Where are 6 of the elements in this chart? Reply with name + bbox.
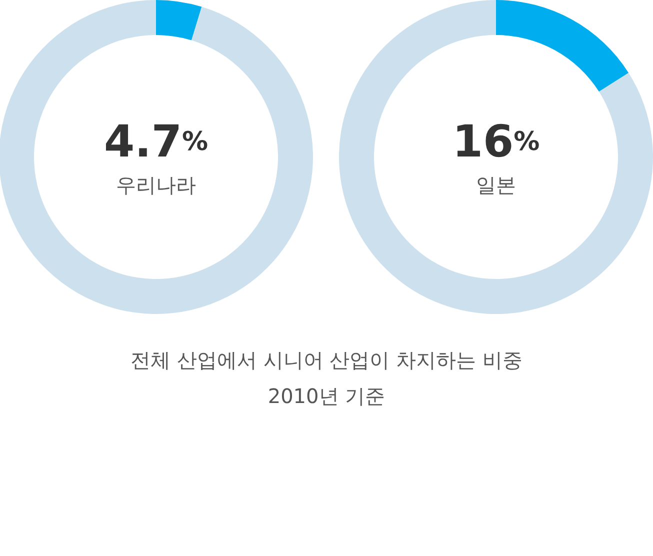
slice-label: 우리나라 <box>116 173 196 197</box>
text: 2010년 기준 <box>266 383 386 410</box>
text: 전체 산업에서 시니어 산업이 차지하는 비중 <box>130 347 524 374</box>
data-label: 16% <box>452 116 540 168</box>
slice-label: 일본 <box>476 173 516 197</box>
data-label: 4.7% <box>104 116 208 168</box>
